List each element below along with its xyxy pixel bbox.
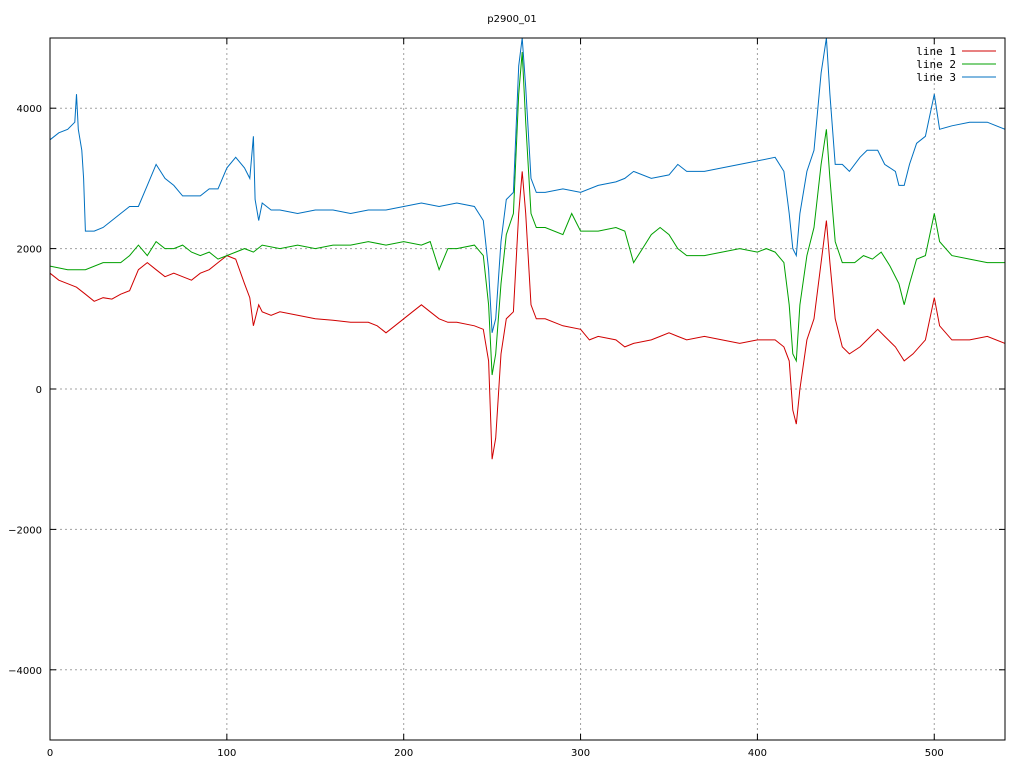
- y-tick-label: 4000: [17, 104, 42, 115]
- series-line-2: [50, 51, 1005, 376]
- x-tick-label: 200: [394, 748, 413, 759]
- grid-lines: [50, 38, 1005, 740]
- x-tick-label: 100: [217, 748, 236, 759]
- chart-title: p2900_01: [487, 14, 537, 25]
- y-tick-label: 0: [36, 385, 42, 396]
- series-line-1: [50, 171, 1005, 460]
- axis-ticks: 0 100 200 300 400 500 −4000 −2000 0 2000 4000: [8, 38, 1005, 759]
- y-tick-label: −2000: [8, 525, 42, 536]
- x-tick-label: 400: [748, 748, 767, 759]
- legend-label-1: line 1: [916, 45, 956, 58]
- legend-label-2: line 2: [916, 58, 956, 71]
- series-line-3: [50, 38, 1005, 333]
- x-tick-label: 0: [47, 748, 53, 759]
- y-tick-label: −4000: [8, 666, 42, 677]
- series-group: [50, 38, 1005, 460]
- legend-label-3: line 3: [916, 71, 956, 84]
- x-tick-label: 300: [571, 748, 590, 759]
- y-tick-label: 2000: [17, 245, 42, 256]
- x-tick-label: 500: [925, 748, 944, 759]
